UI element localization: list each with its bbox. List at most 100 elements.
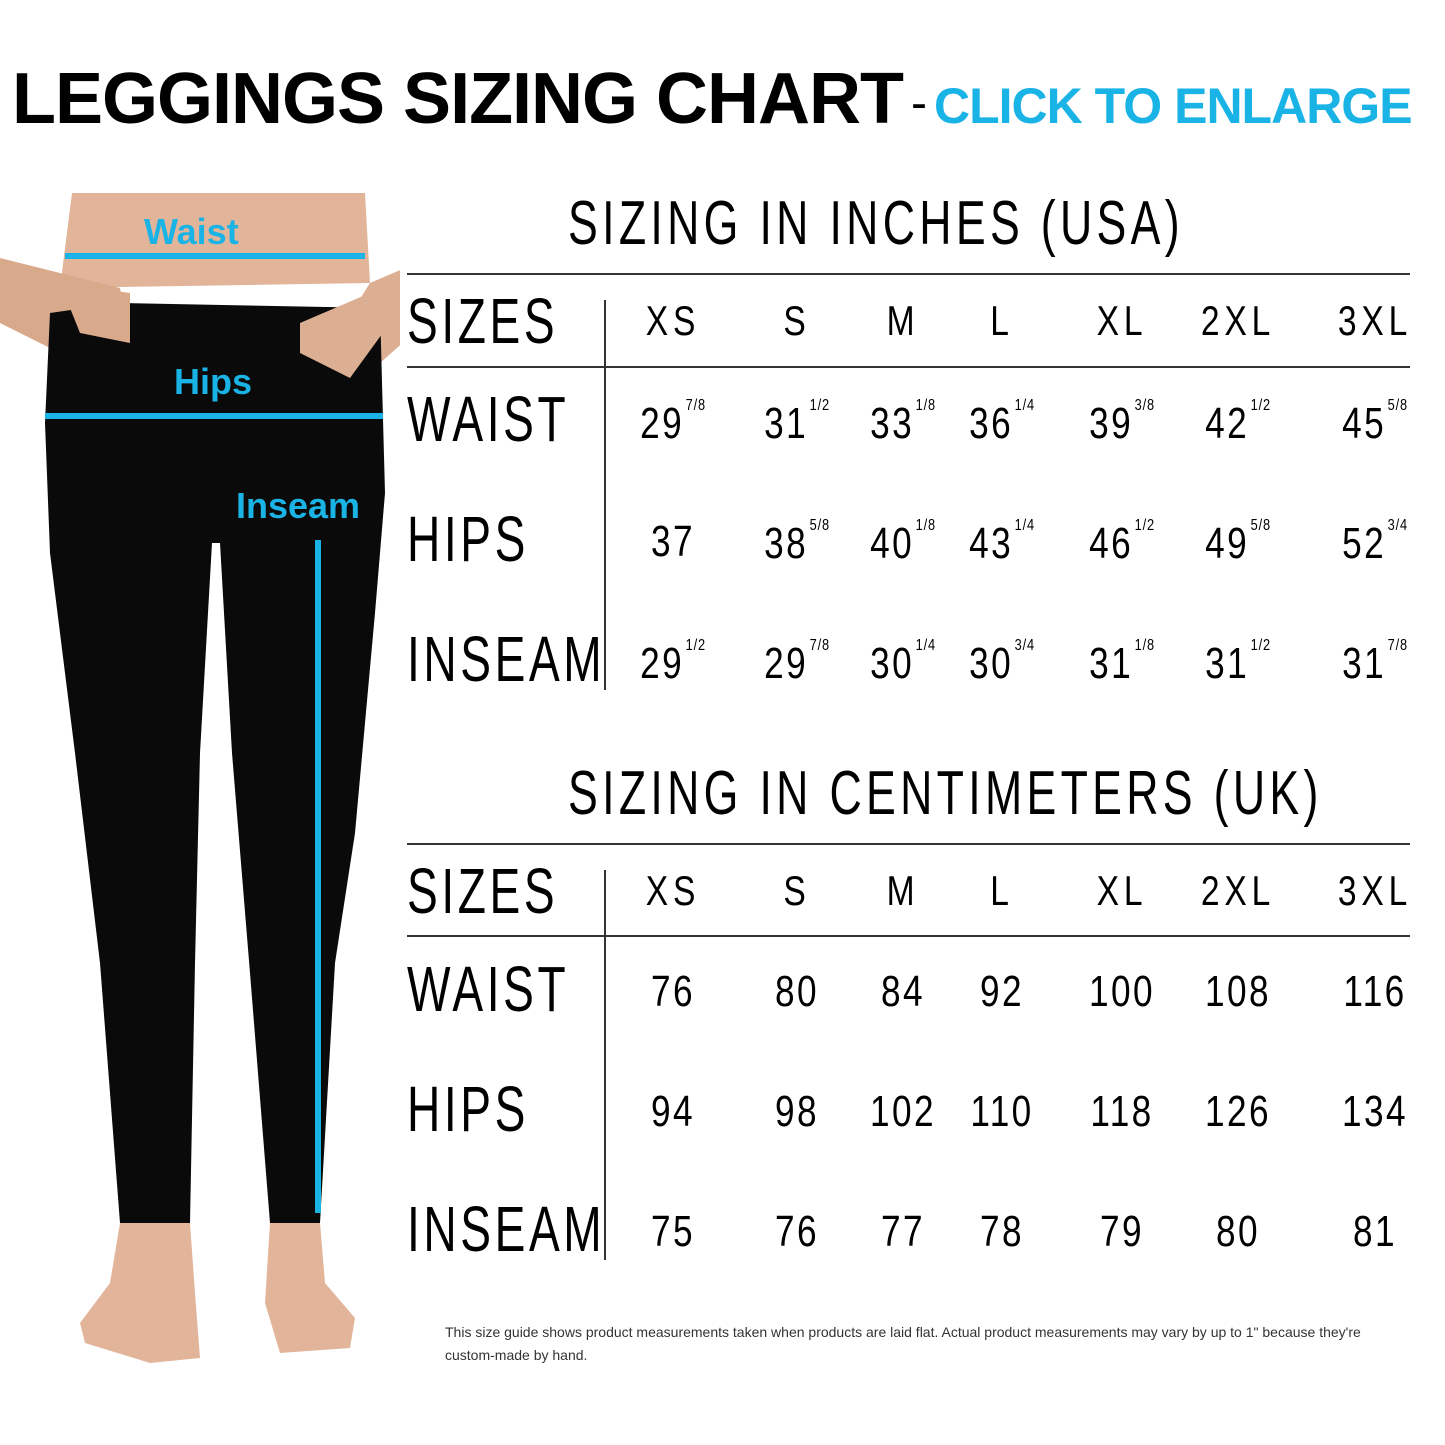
table-cell: 401/8	[870, 517, 936, 569]
size-header-xs: XS	[645, 867, 701, 914]
table-cell: 291/2	[640, 637, 706, 689]
table-cell: 134	[1342, 1087, 1408, 1137]
footnote: This size guide shows product measuremen…	[445, 1324, 1361, 1363]
cell-value: 52	[1342, 519, 1387, 568]
cell-value: 76	[651, 967, 695, 1016]
cm-section-title: SIZING IN CENTIMETERS (UK)	[568, 759, 1323, 828]
cell-value: 31	[764, 399, 809, 448]
cell-value: 80	[1216, 1207, 1260, 1256]
table-cell: 110	[970, 1087, 1033, 1137]
cell-value: 92	[980, 967, 1024, 1016]
cell-fraction: 7/8	[809, 637, 830, 654]
table-cell: 311/2	[764, 397, 830, 449]
cell-value: 134	[1342, 1087, 1408, 1136]
table-cell: 108	[1205, 967, 1271, 1017]
cell-fraction: 1/2	[809, 397, 830, 414]
cell-value: 38	[764, 519, 809, 568]
cell-value: 77	[881, 1207, 925, 1256]
table-cell: 84	[881, 967, 925, 1017]
size-header-xl: XL	[1096, 867, 1148, 914]
table-cell: 301/4	[870, 637, 936, 689]
table-cell: 77	[881, 1207, 925, 1257]
table-cell: 75	[651, 1207, 695, 1257]
cell-fraction: 1/2	[1250, 637, 1271, 654]
table-cell: 431/4	[969, 517, 1035, 569]
waist-label: Waist	[144, 211, 239, 252]
table-cell: 455/8	[1342, 397, 1408, 449]
table-cell: 361/4	[969, 397, 1035, 449]
row-label-inseam: INSEAM	[407, 1193, 606, 1265]
size-header-2xl: 2XL	[1200, 867, 1276, 914]
row-label-hips: HIPS	[407, 503, 529, 575]
cell-value: 40	[870, 519, 915, 568]
cell-value: 108	[1205, 967, 1271, 1016]
table-cell: 76	[775, 1207, 819, 1257]
cell-fraction: 1/4	[1014, 517, 1035, 534]
size-header-2xl: 2XL	[1200, 297, 1276, 344]
table-cell: 297/8	[640, 397, 706, 449]
row-label-hips: HIPS	[407, 1073, 529, 1145]
table-cell: 80	[1216, 1207, 1260, 1257]
table-cell: 393/8	[1089, 397, 1155, 449]
cell-value: 31	[1205, 639, 1250, 688]
click-to-enlarge-link[interactable]: CLICK TO ENLARGE	[934, 78, 1413, 134]
divider	[407, 273, 1410, 275]
sizes-label: SIZES	[407, 285, 559, 357]
cell-value: 29	[640, 399, 685, 448]
table-cell: 461/2	[1089, 517, 1155, 569]
table-cell: 118	[1090, 1087, 1153, 1137]
cell-value: 116	[1343, 967, 1407, 1016]
cell-value: 94	[651, 1087, 695, 1136]
cell-value: 49	[1205, 519, 1250, 568]
cell-value: 80	[775, 967, 819, 1016]
cell-value: 118	[1090, 1087, 1154, 1136]
leggings-illustration: Waist Hips Inseam	[0, 183, 540, 1373]
cell-value: 102	[870, 1087, 936, 1136]
table-cell: 92	[980, 967, 1024, 1017]
table-cell: 37	[651, 517, 695, 567]
divider	[407, 843, 1410, 845]
row-label-waist: WAIST	[407, 953, 570, 1025]
cell-value: 39	[1089, 399, 1134, 448]
cell-value: 36	[969, 399, 1014, 448]
table-cell: 80	[775, 967, 819, 1017]
cell-fraction: 1/8	[915, 397, 936, 414]
cell-value: 126	[1205, 1087, 1271, 1136]
cell-value: 110	[970, 1087, 1034, 1136]
cell-value: 43	[969, 519, 1014, 568]
cell-value: 29	[764, 639, 809, 688]
size-header-m: M	[886, 297, 920, 344]
table-cell: 98	[775, 1087, 819, 1137]
cell-value: 84	[881, 967, 925, 1016]
table-cell: 76	[651, 967, 695, 1017]
cell-value: 30	[969, 639, 1014, 688]
size-header-m: M	[886, 867, 920, 914]
cell-value: 98	[775, 1087, 819, 1136]
inseam-label: Inseam	[236, 485, 361, 526]
cell-value: 33	[870, 399, 915, 448]
cell-fraction: 1/2	[685, 637, 706, 654]
size-header-3xl: 3XL	[1337, 867, 1413, 914]
table-cell: 81	[1353, 1207, 1397, 1257]
cell-value: 37	[651, 517, 695, 566]
cell-value: 30	[870, 639, 915, 688]
row-label-inseam: INSEAM	[407, 623, 606, 695]
cell-value: 29	[640, 639, 685, 688]
size-header-s: S	[783, 297, 811, 344]
cell-value: 78	[980, 1207, 1024, 1256]
cell-fraction: 3/4	[1387, 517, 1408, 534]
page-title: LEGGINGS SIZING CHART - CLICK TO ENLARGE	[12, 58, 1413, 140]
cell-fraction: 7/8	[1387, 637, 1408, 654]
table-cell: 311/8	[1089, 637, 1155, 689]
cell-value: 45	[1342, 399, 1387, 448]
sizes-label: SIZES	[407, 855, 559, 927]
cell-value: 42	[1205, 399, 1250, 448]
cell-fraction: 1/8	[915, 517, 936, 534]
table-cell: 100	[1089, 967, 1155, 1017]
table-cell: 311/2	[1205, 637, 1271, 689]
table-cell: 102	[870, 1087, 936, 1137]
cell-value: 79	[1100, 1207, 1144, 1256]
cell-fraction: 5/8	[1250, 517, 1271, 534]
title-text: LEGGINGS SIZING CHART	[12, 59, 904, 139]
cell-fraction: 3/8	[1134, 397, 1155, 414]
